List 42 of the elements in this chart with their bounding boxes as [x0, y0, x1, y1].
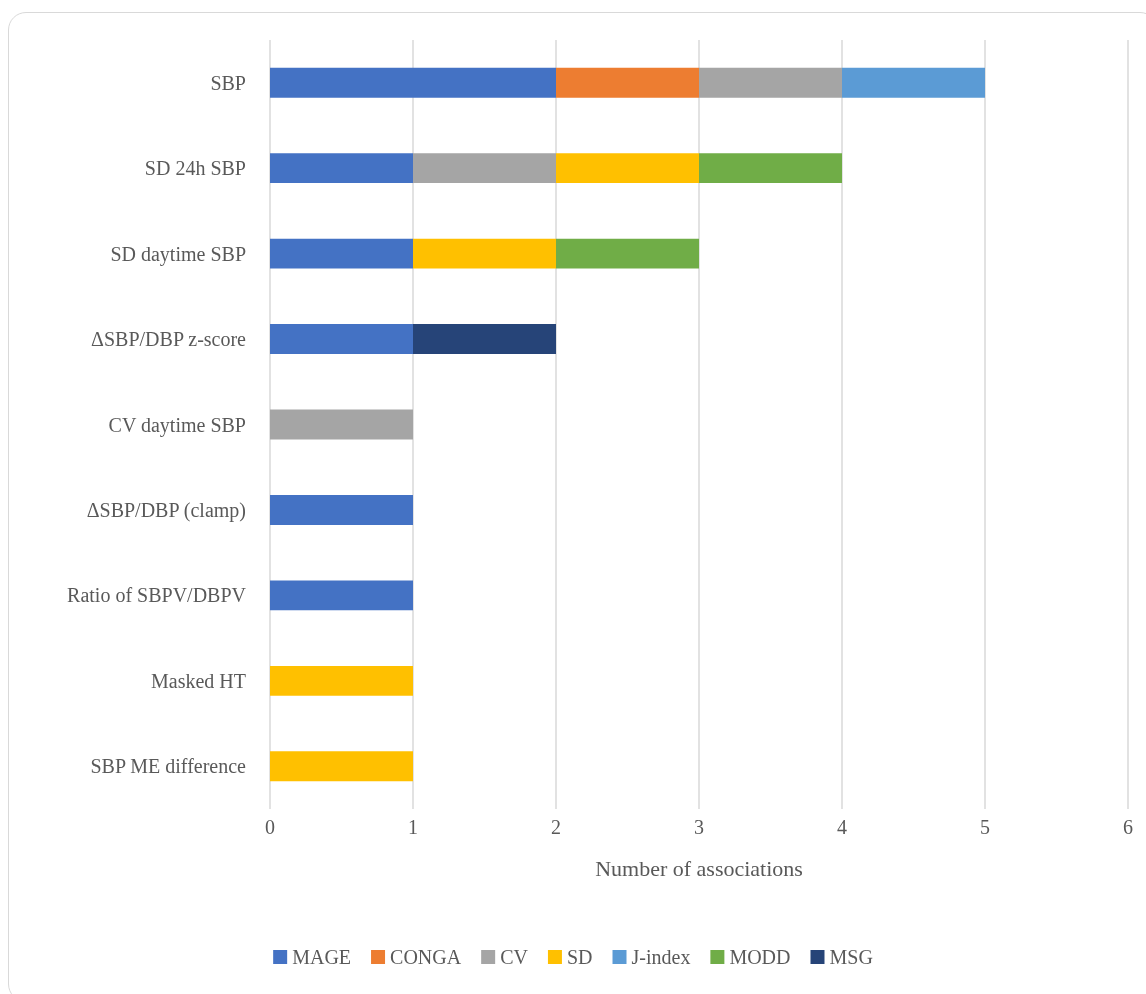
- x-tick-label: 1: [408, 816, 418, 838]
- bar: [270, 494, 413, 525]
- bar: [270, 409, 413, 440]
- y-tick-label: SD 24h SBP: [144, 157, 246, 180]
- y-tick-label: Ratio of SBPV/DBPV: [67, 584, 247, 607]
- legend-label: CV: [500, 946, 529, 968]
- y-tick-label: Masked HT: [151, 669, 246, 692]
- bar: [699, 153, 842, 184]
- x-tick-label: 0: [265, 816, 275, 838]
- x-tick-label: 2: [551, 816, 561, 838]
- y-tick-label: SBP ME difference: [90, 755, 247, 778]
- bar: [270, 665, 413, 696]
- bar: [413, 324, 556, 355]
- y-tick-label: ΔSBP/DBP z-score: [91, 328, 247, 351]
- bar: [413, 238, 556, 269]
- x-tick-label: 3: [694, 816, 704, 838]
- bar: [556, 67, 699, 98]
- y-tick-label: ΔSBP/DBP (clamp): [86, 498, 246, 522]
- x-tick-label: 6: [1123, 816, 1133, 838]
- bar: [270, 153, 413, 184]
- bar: [270, 324, 413, 355]
- bar: [270, 67, 556, 98]
- bar: [270, 580, 413, 611]
- x-tick-label: 5: [980, 816, 990, 838]
- legend-label: MSG: [829, 946, 873, 968]
- legend-label: SD: [566, 946, 593, 968]
- y-tick-label: SBP: [210, 71, 246, 94]
- bar: [699, 67, 842, 98]
- bar: [556, 153, 699, 184]
- legend-label: CONGA: [390, 946, 462, 968]
- y-tick-label: SD daytime SBP: [110, 242, 246, 266]
- y-tick-label: CV daytime SBP: [108, 413, 246, 437]
- legend-label: J-index: [631, 946, 691, 968]
- x-tick-label: 4: [837, 816, 847, 838]
- legend-label: MAGE: [292, 946, 352, 968]
- bar: [270, 238, 413, 269]
- legend-label: MODD: [729, 946, 791, 968]
- bar: [556, 238, 699, 269]
- bar: [413, 153, 556, 184]
- bar: [270, 751, 413, 782]
- bar: [842, 67, 985, 98]
- x-axis-title: Number of associations: [595, 855, 803, 881]
